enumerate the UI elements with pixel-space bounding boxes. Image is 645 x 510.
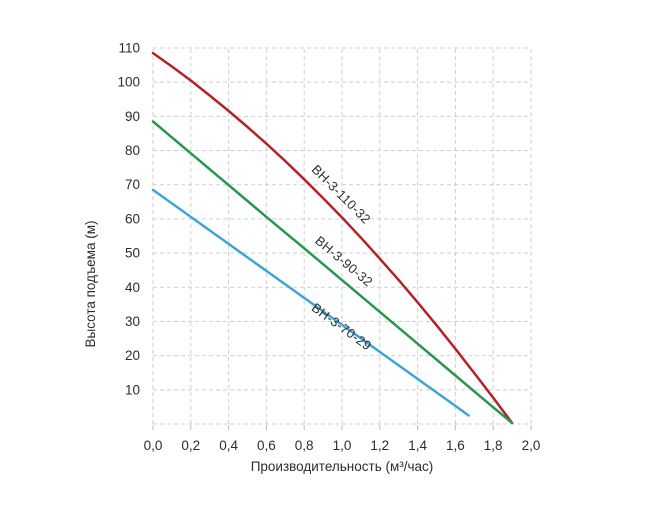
- x-tick-label: 0,0: [144, 438, 163, 453]
- y-axis-title: Высота подъема (м): [83, 221, 98, 348]
- y-tick-label: 90: [125, 109, 140, 124]
- y-tick-label: 20: [125, 348, 140, 363]
- x-tick-label: 1,4: [408, 438, 427, 453]
- x-tick-label: 1,6: [446, 438, 465, 453]
- x-tick-label: 1,2: [370, 438, 389, 453]
- x-axis-title: Производительность (м³/час): [251, 459, 434, 474]
- x-tick-label: 0,4: [219, 438, 238, 453]
- curve-ВН-3-70-29: [151, 188, 470, 417]
- x-tick-label: 0,8: [295, 438, 314, 453]
- y-tick-label: 70: [125, 177, 140, 192]
- y-tick-label: 50: [125, 246, 140, 261]
- y-tick-label: 60: [125, 211, 140, 226]
- curve-ВН-3-110-32: [151, 51, 514, 425]
- x-tick-label: 2,0: [522, 438, 541, 453]
- y-tick-label: 110: [118, 41, 140, 56]
- x-tick-label: 0,2: [181, 438, 200, 453]
- x-tick-label: 1,0: [333, 438, 352, 453]
- y-tick-label: 30: [125, 314, 140, 329]
- x-axis-ticks: [152, 425, 532, 430]
- x-tick-label: 0,6: [257, 438, 276, 453]
- curve-ВН-3-90-32: [151, 120, 514, 425]
- x-tick-label: 1,8: [484, 438, 503, 453]
- grid: [152, 47, 532, 425]
- y-tick-label: 40: [125, 280, 140, 295]
- y-tick-label: 10: [125, 382, 140, 397]
- y-tick-label: 80: [125, 143, 140, 158]
- y-tick-label: 100: [117, 75, 140, 90]
